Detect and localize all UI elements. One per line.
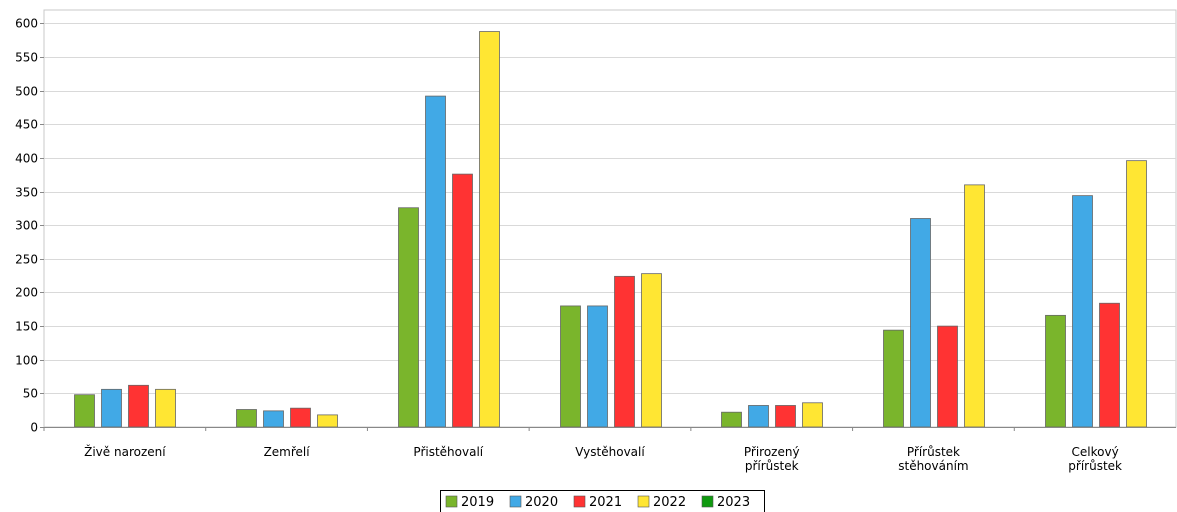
legend-label: 2021 xyxy=(589,495,622,510)
legend-swatch xyxy=(573,495,586,508)
bar-2020-cat-1 xyxy=(263,410,284,428)
legend-swatch xyxy=(701,495,714,508)
legend-label: 2020 xyxy=(525,495,558,510)
bar-2022-cat-6 xyxy=(1126,160,1147,428)
legend-label: 2023 xyxy=(717,495,750,510)
x-category-label: Celkový xyxy=(1072,445,1119,459)
x-category-label: přírůstek xyxy=(745,459,799,473)
bar-2020-cat-6 xyxy=(1072,195,1093,428)
y-tick-label: 500 xyxy=(15,85,38,99)
x-category-label: Přistěhovalí xyxy=(413,445,483,459)
y-tick-label: 300 xyxy=(15,219,38,233)
y-tick-label: 450 xyxy=(15,118,38,132)
legend-swatch xyxy=(445,495,458,508)
bar-2022-cat-5 xyxy=(964,184,985,428)
y-tick-label: 100 xyxy=(15,354,38,368)
legend-label: 2019 xyxy=(461,495,494,510)
bar-2020-cat-3 xyxy=(587,305,608,428)
y-tick-label: 400 xyxy=(15,152,38,166)
y-tick-label: 600 xyxy=(15,17,38,31)
bar-2021-cat-4 xyxy=(775,405,796,428)
y-axis: 0 50 100 150 200 250 300 350 400 450 500 550 600 xyxy=(15,17,44,435)
bar-2021-cat-5 xyxy=(937,325,958,428)
gridlines xyxy=(43,9,1177,428)
bar-2022-cat-2 xyxy=(479,31,500,428)
bar-2019-cat-6 xyxy=(1045,314,1066,428)
bar-2021-cat-1 xyxy=(290,407,311,428)
y-tick-label: 350 xyxy=(15,186,38,200)
legend-box xyxy=(440,490,765,512)
bar-2019-cat-1 xyxy=(236,409,257,428)
y-tick-label: 550 xyxy=(15,51,38,65)
legend: 2019 2020 2021 2022 2023 xyxy=(440,490,765,512)
bar-2022-cat-4 xyxy=(802,402,823,428)
bar-2020-cat-5 xyxy=(910,218,931,428)
y-tick-label: 250 xyxy=(15,253,38,267)
legend-label: 2022 xyxy=(653,495,686,510)
bar-2021-cat-3 xyxy=(614,275,635,428)
x-category-label: stěhováním xyxy=(898,459,968,473)
bar-2022-cat-0 xyxy=(155,388,176,428)
bar-2021-cat-6 xyxy=(1099,302,1120,428)
x-category-label: Přírůstek xyxy=(907,445,960,459)
bar-2019-cat-5 xyxy=(883,329,904,428)
y-tick-label: 200 xyxy=(15,286,38,300)
bar-2020-cat-0 xyxy=(101,388,122,428)
y-tick-label: 50 xyxy=(23,387,38,401)
bar-2021-cat-0 xyxy=(128,384,149,428)
x-category-label: Zemřelí xyxy=(264,445,311,459)
legend-swatch xyxy=(509,495,522,508)
bar-2019-cat-3 xyxy=(560,305,581,428)
x-category-label: přírůstek xyxy=(1068,459,1122,473)
y-tick-label: 150 xyxy=(15,320,38,334)
bar-2022-cat-1 xyxy=(317,414,338,428)
bars xyxy=(74,31,1147,428)
bar-2020-cat-4 xyxy=(748,405,769,428)
bar-2019-cat-4 xyxy=(721,411,742,428)
plot-frame xyxy=(43,9,1177,428)
bar-2020-cat-2 xyxy=(425,95,446,428)
x-category-label: Vystěhovalí xyxy=(575,445,645,459)
x-axis: Živě narození Zemřelí Přistěhovalí Vystěhov… xyxy=(43,427,1176,473)
bar-2021-cat-2 xyxy=(452,173,473,428)
x-category-label: Živě narození xyxy=(84,444,166,459)
bar-2022-cat-3 xyxy=(641,273,662,428)
x-category-label: Přirozený xyxy=(744,445,800,459)
bar-2019-cat-0 xyxy=(74,394,95,428)
y-tick-label: 0 xyxy=(30,421,38,435)
bar-2019-cat-2 xyxy=(398,207,419,428)
legend-swatch xyxy=(637,495,650,508)
